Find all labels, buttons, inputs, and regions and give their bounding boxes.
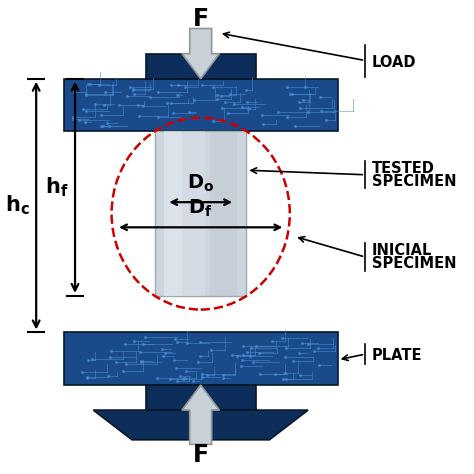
Bar: [146, 385, 255, 410]
Text: $\mathbf{h_c}$: $\mathbf{h_c}$: [5, 194, 29, 218]
Text: INICIAL: INICIAL: [372, 243, 432, 258]
Text: PLATE: PLATE: [372, 348, 422, 363]
Bar: [146, 54, 255, 79]
FancyArrow shape: [182, 385, 219, 444]
Text: LOAD: LOAD: [372, 55, 417, 70]
Text: TESTED: TESTED: [372, 161, 435, 176]
Text: SPECIMEN: SPECIMEN: [372, 173, 456, 189]
Bar: [64, 332, 338, 385]
Text: F: F: [192, 443, 209, 467]
Text: $\mathbf{D_f}$: $\mathbf{D_f}$: [189, 198, 213, 219]
Text: SPECIMEN: SPECIMEN: [372, 256, 456, 271]
Text: $\mathbf{D_o}$: $\mathbf{D_o}$: [187, 173, 214, 194]
Polygon shape: [93, 410, 308, 440]
Bar: [164, 131, 182, 296]
Bar: [182, 131, 205, 296]
Bar: [210, 131, 237, 296]
Text: F: F: [192, 8, 209, 31]
Bar: [64, 79, 338, 131]
Text: $\mathbf{h_f}$: $\mathbf{h_f}$: [45, 175, 68, 199]
FancyArrow shape: [182, 28, 219, 79]
Bar: [155, 131, 246, 296]
